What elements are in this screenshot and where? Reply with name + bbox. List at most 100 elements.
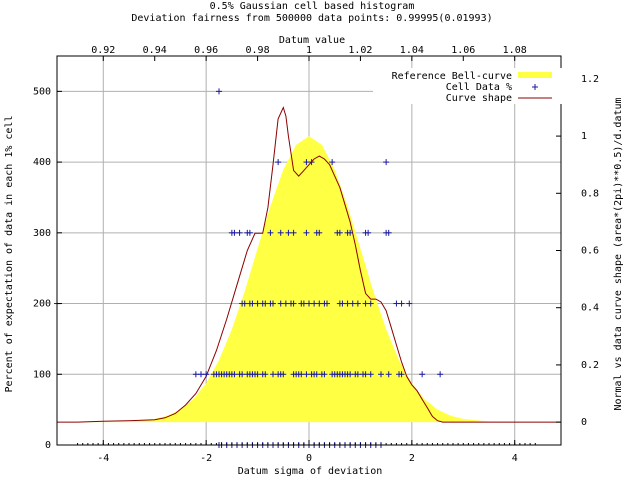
cell-data-point xyxy=(241,300,248,307)
cell-data-point xyxy=(216,88,222,95)
cell-data-point xyxy=(298,371,305,378)
x-tick-label: 2 xyxy=(409,453,415,464)
cell-data-point xyxy=(254,300,261,307)
cell-data-point xyxy=(249,300,256,307)
cell-data-point xyxy=(344,300,351,307)
y2-tick-label: 0.8 xyxy=(581,188,599,199)
cell-data-point xyxy=(321,371,328,378)
y-tick-label: 0 xyxy=(45,440,51,451)
legend: Reference Bell-curve Cell Data % Curve s… xyxy=(373,68,570,104)
cell-data-point xyxy=(308,159,315,166)
cell-data-point xyxy=(280,371,287,378)
cell-data-point xyxy=(231,229,238,236)
cell-data-point xyxy=(231,371,238,378)
cell-data-point xyxy=(303,371,310,378)
cell-data-point xyxy=(300,300,307,307)
x2-tick-label: 1.02 xyxy=(348,45,372,56)
legend-label-bell: Reference Bell-curve xyxy=(392,71,512,82)
cell-data-point xyxy=(316,300,323,307)
cell-data-point xyxy=(378,371,384,378)
cell-data-point xyxy=(277,229,284,236)
cell-data-point xyxy=(362,371,369,378)
cell-data-point xyxy=(303,159,310,166)
x2-tick-label: 0.98 xyxy=(246,45,270,56)
cell-data-point xyxy=(419,371,426,378)
y-tick-label: 300 xyxy=(33,228,51,239)
cell-data-point xyxy=(367,371,374,378)
legend-label-curve-shape: Curve shape xyxy=(446,93,512,104)
bell-curve-fill xyxy=(57,136,561,423)
curve-shape-polyline xyxy=(57,106,561,423)
bell-curve-area xyxy=(57,136,561,423)
cell-data-point xyxy=(277,300,284,307)
y-tick-label: 500 xyxy=(33,86,51,97)
cell-data-point xyxy=(354,371,361,378)
cell-data-point xyxy=(316,229,323,236)
cell-data-point xyxy=(406,300,413,307)
cell-data-point xyxy=(437,371,444,378)
y-tick-label: 400 xyxy=(33,157,51,168)
cell-data-point xyxy=(254,371,261,378)
chart-subtitle: Deviation fairness from 500000 data poin… xyxy=(131,13,492,24)
legend-marker-cell-data xyxy=(532,84,538,90)
y-tick-label: 200 xyxy=(33,299,51,310)
cell-data-point xyxy=(239,371,246,378)
cell-data-point xyxy=(270,371,276,378)
x-tick-label: 0 xyxy=(306,453,312,464)
cell-data-point xyxy=(306,300,312,307)
cell-data-point xyxy=(347,229,354,236)
y-axis-label: Percent of expectation of data in each 1… xyxy=(4,116,15,393)
cell-data-point xyxy=(270,300,276,307)
cell-data-point xyxy=(198,371,204,378)
cell-data-point xyxy=(236,229,243,236)
curve-shape-line xyxy=(57,106,561,423)
cell-data-point xyxy=(311,300,318,307)
y-tick-label: 100 xyxy=(33,369,51,380)
x-axis-label: Datum sigma of deviation xyxy=(238,466,383,477)
cell-data-point xyxy=(383,159,390,166)
cell-data-point xyxy=(267,229,274,236)
cell-data-point xyxy=(362,300,369,307)
cell-data-point xyxy=(354,300,361,307)
y2-axis-label: Normal vs data curve shape (area*(2pi)**… xyxy=(613,97,624,410)
y2-tick-label: 1 xyxy=(581,131,587,142)
cell-data-point xyxy=(385,229,392,236)
cell-data-point xyxy=(385,371,392,378)
cell-data-point xyxy=(262,371,269,378)
legend-label-cell-data: Cell Data % xyxy=(446,82,512,93)
y2-tick-label: 0.2 xyxy=(581,360,599,371)
cell-data-point xyxy=(313,371,320,378)
cell-data-point xyxy=(282,300,289,307)
y2-tick-label: 0 xyxy=(581,417,587,428)
x2-tick-label: 0.92 xyxy=(91,45,115,56)
cell-data-point xyxy=(192,371,199,378)
cell-data-point xyxy=(365,229,372,236)
x-tick-label: 4 xyxy=(512,453,518,464)
cell-data-point xyxy=(393,300,400,307)
y2-tick-label: 0.4 xyxy=(581,303,599,314)
chart-title: 0.5% Gaussian cell based histogram xyxy=(210,1,415,12)
cell-data-point xyxy=(303,229,310,236)
x2-tick-label: 1.08 xyxy=(503,45,527,56)
cell-data-point xyxy=(203,371,210,378)
x-tick-label: -4 xyxy=(97,453,109,464)
x2-tick-label: 1.06 xyxy=(451,45,475,56)
cell-data-point xyxy=(285,229,292,236)
cell-data-point xyxy=(347,371,354,378)
cell-data-point xyxy=(262,300,269,307)
cell-data-point xyxy=(329,159,336,166)
cell-data-point xyxy=(349,300,356,307)
y2-tick-label: 0.6 xyxy=(581,246,599,257)
cell-data-point xyxy=(398,300,405,307)
axis-ticks: -4 -2 0 2 4 0 100 200 300 400 500 0.92 0.94 0.96 0.98 1… xyxy=(33,45,599,464)
x2-tick-label: 1.04 xyxy=(400,45,424,56)
cell-data-point xyxy=(367,300,374,307)
cell-data-point xyxy=(336,229,343,236)
x-tick-label: -2 xyxy=(200,453,212,464)
x2-tick-label: 0.96 xyxy=(194,45,218,56)
x2-tick-label: 1 xyxy=(306,45,312,56)
cell-data-point xyxy=(290,229,297,236)
y2-tick-label: 1.2 xyxy=(581,74,599,85)
cell-data-point xyxy=(290,300,297,307)
cell-data-point xyxy=(246,229,253,236)
